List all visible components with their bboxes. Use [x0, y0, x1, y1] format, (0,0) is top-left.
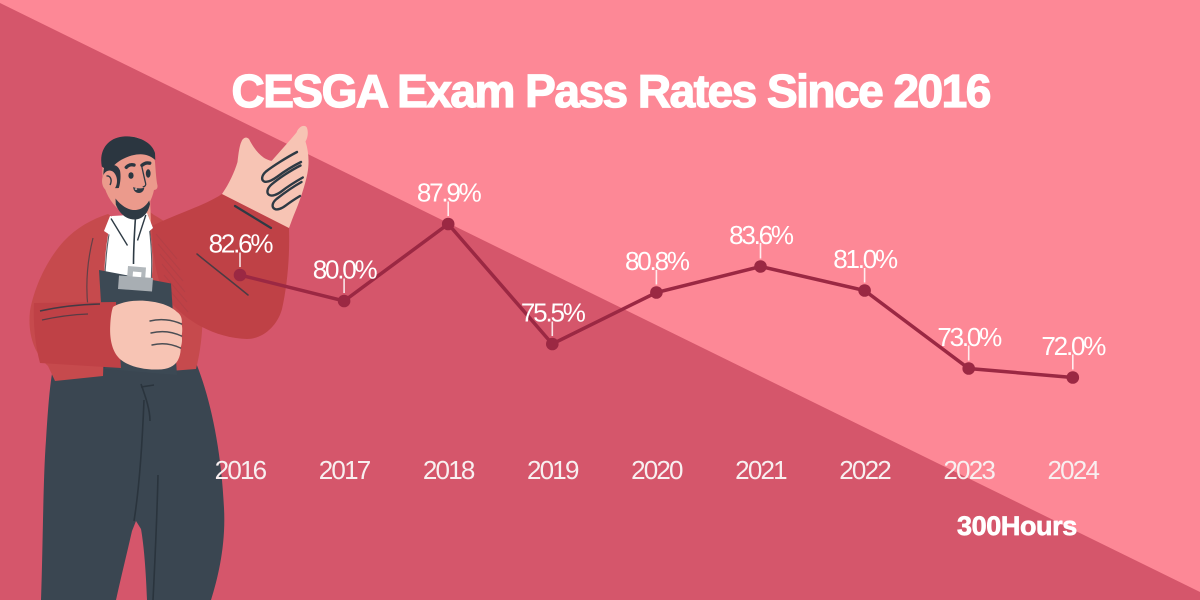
svg-text:CESGA Exam Pass Rates Since 20: CESGA Exam Pass Rates Since 2016: [232, 65, 990, 117]
svg-text:2019: 2019: [527, 455, 579, 485]
svg-text:2021: 2021: [735, 455, 787, 485]
svg-text:2017: 2017: [319, 455, 371, 485]
svg-text:2024: 2024: [1047, 455, 1099, 485]
svg-text:75.5%: 75.5%: [521, 298, 586, 328]
svg-text:73.0%: 73.0%: [937, 322, 1002, 352]
svg-text:87.9%: 87.9%: [417, 178, 482, 208]
svg-text:80.8%: 80.8%: [625, 246, 690, 276]
svg-text:72.0%: 72.0%: [1041, 331, 1106, 361]
svg-text:2016: 2016: [215, 455, 267, 485]
svg-text:80.0%: 80.0%: [313, 255, 378, 285]
svg-text:81.0%: 81.0%: [833, 244, 898, 274]
svg-text:2018: 2018: [423, 455, 475, 485]
svg-text:300Hours: 300Hours: [957, 511, 1077, 541]
svg-text:2022: 2022: [839, 455, 891, 485]
svg-text:2023: 2023: [943, 455, 995, 485]
svg-text:83.6%: 83.6%: [729, 220, 794, 250]
svg-text:82.6%: 82.6%: [209, 229, 274, 259]
svg-text:2020: 2020: [631, 455, 683, 485]
